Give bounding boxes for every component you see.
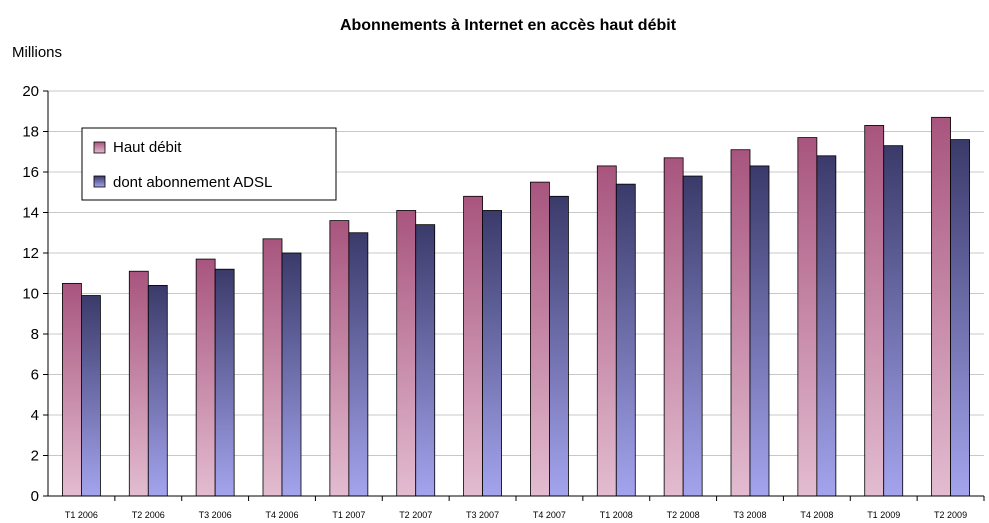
bars	[62, 116, 970, 497]
x-tick-label: T3 2006	[199, 510, 232, 520]
bar-haut-debit	[864, 125, 885, 497]
y-tick-label: 14	[22, 205, 39, 222]
bar-adsl	[950, 139, 970, 497]
bar-haut-debit	[463, 195, 483, 497]
bar-haut-debit	[195, 258, 216, 497]
legend-box	[81, 127, 337, 201]
legend-label-haut-debit: Haut débit	[113, 139, 182, 156]
y-tick-label: 6	[31, 367, 39, 384]
bar-adsl	[415, 224, 436, 497]
bar-haut-debit	[62, 282, 82, 497]
bar-haut-debit	[663, 157, 684, 497]
y-tick-labels: 0 2 4 6 8 10 12 14 16 18 20	[22, 83, 39, 505]
x-tick-label: T1 2007	[332, 510, 365, 520]
bar-adsl	[615, 183, 636, 497]
bar-adsl	[883, 145, 904, 497]
bar-adsl	[214, 268, 235, 497]
bar-haut-debit	[797, 137, 818, 497]
bar-adsl	[549, 195, 569, 497]
bar-haut-debit	[931, 116, 951, 497]
legend-label-adsl: dont abonnement ADSL	[113, 174, 272, 191]
x-tick-label: T2 2009	[934, 510, 967, 520]
bar-haut-debit	[596, 165, 617, 497]
chart-title: Abonnements à Internet en accès haut déb…	[340, 17, 677, 34]
x-tick-label: T1 2006	[65, 510, 98, 520]
bar-adsl	[147, 284, 168, 497]
bar-adsl	[816, 155, 837, 497]
bar-haut-debit	[730, 149, 751, 497]
axes	[43, 90, 985, 501]
bar-haut-debit	[128, 270, 149, 497]
x-tick-label: T3 2008	[733, 510, 766, 520]
x-tick-label: T1 2008	[600, 510, 633, 520]
y-tick-label: 2	[31, 448, 39, 465]
x-tick-label: T2 2007	[399, 510, 432, 520]
x-tick-labels: T1 2006 T2 2006 T3 2006 T4 2006 T1 2007 T2 20…	[65, 510, 967, 520]
legend-swatch-haut-debit	[93, 141, 106, 154]
bar-haut-debit	[329, 220, 350, 497]
bar-adsl	[281, 252, 302, 497]
y-tick-label: 10	[22, 286, 39, 303]
legend-swatch-adsl	[93, 175, 106, 188]
bar-adsl	[348, 232, 369, 497]
y-tick-label: 4	[31, 407, 39, 424]
x-tick-label: T4 2007	[533, 510, 566, 520]
y-tick-label: 18	[22, 124, 39, 141]
x-tick-label: T1 2009	[867, 510, 900, 520]
bar-haut-debit	[530, 181, 550, 497]
y-tick-label: 16	[22, 164, 39, 181]
x-tick-label: T4 2006	[265, 510, 298, 520]
x-tick-label: T2 2006	[132, 510, 165, 520]
x-tick-label: T2 2008	[667, 510, 700, 520]
bar-haut-debit	[262, 238, 283, 497]
bar-haut-debit	[396, 210, 417, 497]
x-tick-label: T3 2007	[466, 510, 499, 520]
x-tick-label: T4 2008	[800, 510, 833, 520]
bar-adsl	[682, 175, 703, 497]
y-tick-label: 12	[22, 245, 39, 262]
y-tick-label: 20	[22, 83, 39, 100]
y-tick-label: 0	[31, 488, 39, 505]
bar-adsl	[749, 165, 770, 497]
bar-adsl	[482, 210, 502, 497]
bar-adsl	[81, 295, 101, 497]
y-axis-label: Millions	[12, 44, 62, 61]
y-tick-label: 8	[31, 326, 39, 343]
legend: Haut débit dont abonnement ADSL	[81, 127, 337, 201]
